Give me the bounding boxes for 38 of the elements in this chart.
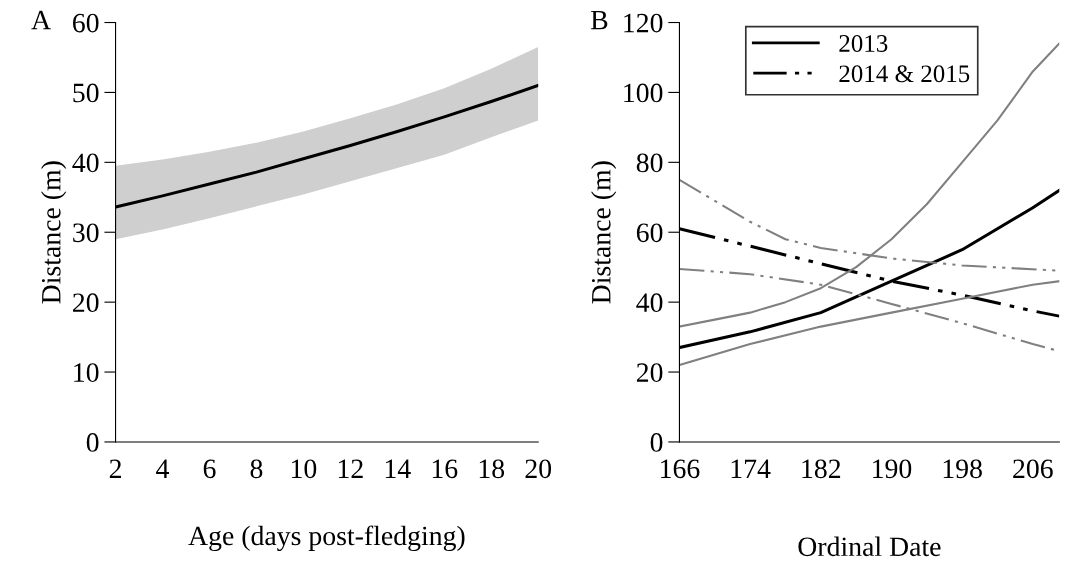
text: A bbox=[31, 10, 51, 30]
x-tick-label: 8 bbox=[250, 459, 263, 479]
x-tick-label: 190 bbox=[873, 459, 912, 479]
x-tick-label: 2 bbox=[109, 459, 121, 478]
y-tick-label: 120 bbox=[624, 13, 663, 33]
x-tick-label: 182 bbox=[802, 459, 841, 479]
y-tick-label: 40 bbox=[72, 153, 99, 173]
legend-label: 2013 bbox=[839, 35, 888, 52]
x-tick-label: 4 bbox=[156, 459, 170, 478]
y-axis-title: Distance (m) bbox=[591, 161, 617, 304]
y-tick-label: 0 bbox=[650, 433, 663, 452]
y-tick-label: 20 bbox=[73, 293, 99, 313]
x-tick-label: 18 bbox=[479, 459, 505, 479]
x-axis-title: Age (days post-fledging) bbox=[188, 525, 465, 552]
y-tick-label: 60 bbox=[636, 223, 663, 243]
x-tick-label: 198 bbox=[943, 459, 982, 479]
y-tick-label: 40 bbox=[636, 293, 663, 313]
legend-label: 2014 & 2015 bbox=[839, 65, 970, 83]
x-tick-label: 16 bbox=[432, 459, 458, 479]
y-tick-label: 0 bbox=[86, 433, 99, 452]
x-tick-label: 174 bbox=[731, 459, 771, 478]
x-tick-label: 20 bbox=[525, 459, 552, 479]
y-tick-label: 30 bbox=[73, 223, 99, 243]
x-tick-label: 206 bbox=[1013, 459, 1053, 479]
x-tick-label: 14 bbox=[385, 459, 411, 478]
x-tick-label: 166 bbox=[661, 459, 700, 479]
y-tick-label: 50 bbox=[73, 83, 99, 103]
x-tick-label: 6 bbox=[203, 459, 216, 479]
y-axis-title: Distance (m) bbox=[41, 161, 67, 304]
y-tick-label: 60 bbox=[73, 13, 99, 33]
y-tick-label: 20 bbox=[636, 363, 663, 382]
y-tick-label: 80 bbox=[636, 153, 663, 173]
x-tick-label: 10 bbox=[291, 459, 317, 479]
x-axis-title: Ordinal Date bbox=[798, 536, 941, 557]
text: B bbox=[590, 11, 608, 30]
x-tick-label: 12 bbox=[338, 459, 363, 478]
y-tick-label: 100 bbox=[624, 83, 663, 103]
y-tick-label: 10 bbox=[74, 363, 99, 382]
